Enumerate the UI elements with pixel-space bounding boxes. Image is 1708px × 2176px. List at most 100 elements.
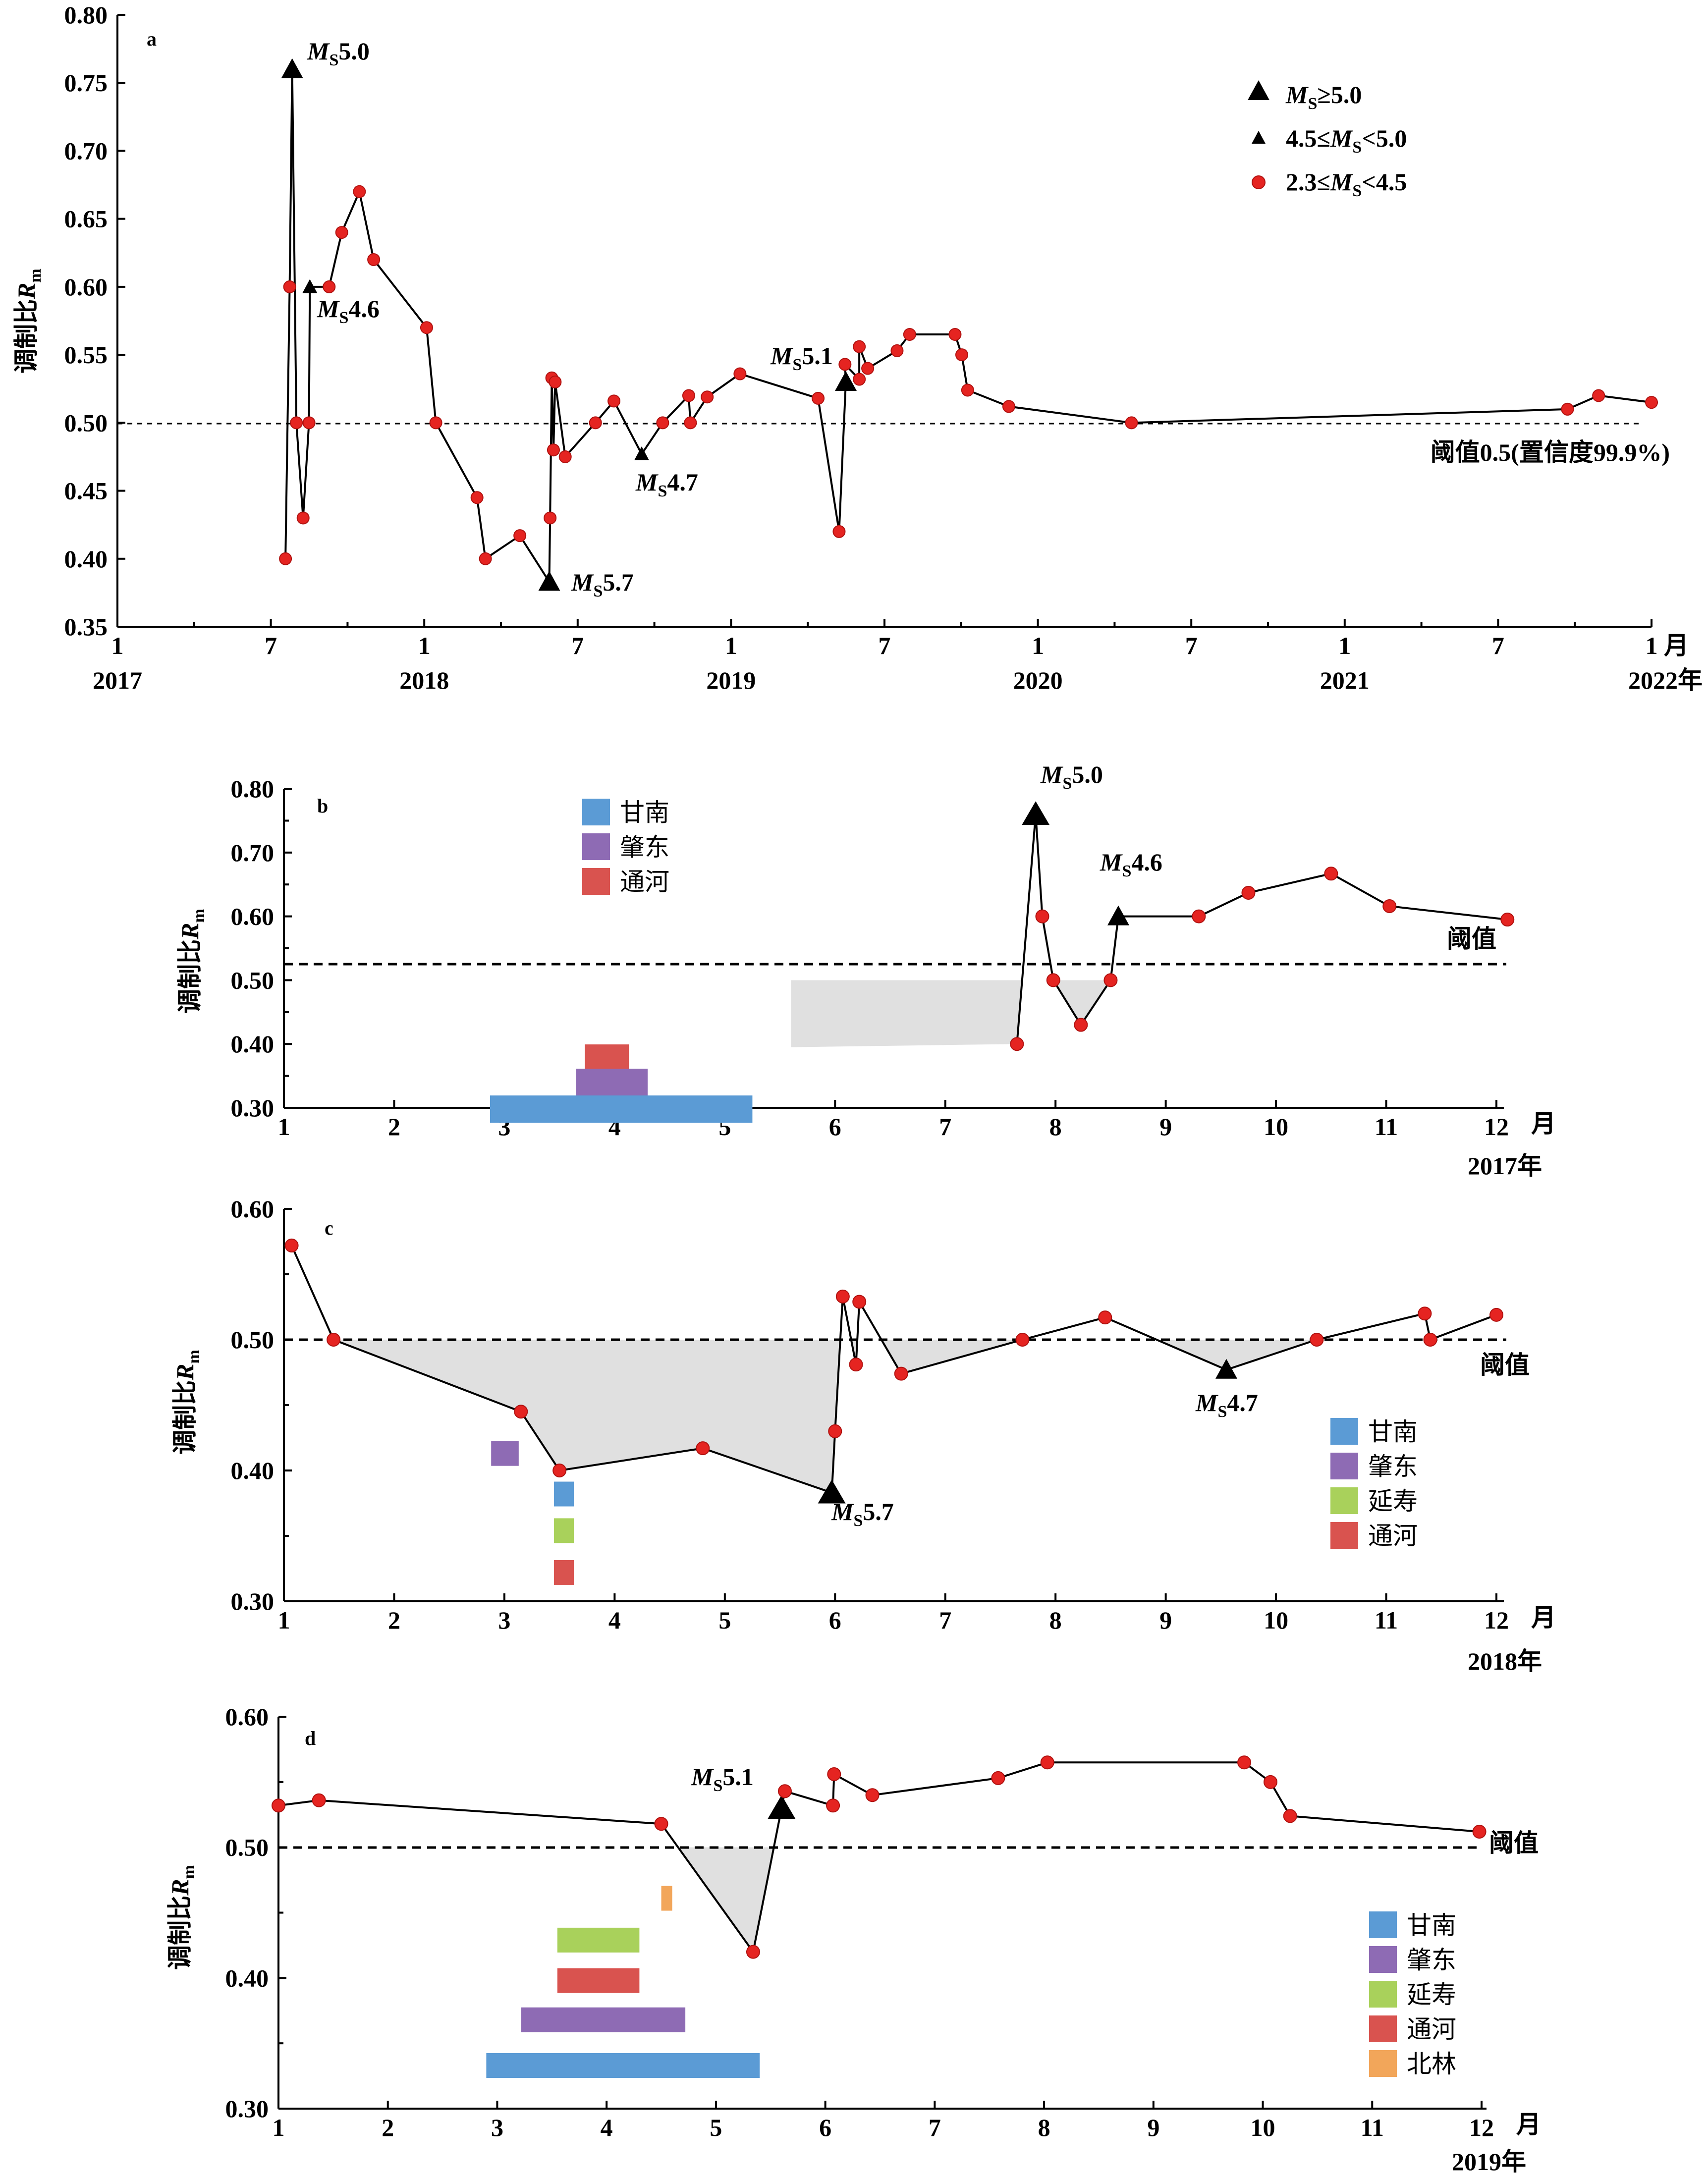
data-point: [1010, 1037, 1024, 1051]
ytick-label: 0.60: [231, 903, 275, 930]
panel-c-series-line: [290, 1245, 1497, 1494]
data-point: [961, 383, 974, 397]
legend-swatch: [1369, 1911, 1397, 1938]
data-point: [835, 1289, 850, 1304]
data-point: [682, 389, 695, 402]
data-point: [589, 416, 602, 430]
ytick-label: 0.50: [225, 1834, 269, 1861]
legend-swatch: [582, 868, 610, 895]
data-point: [853, 373, 866, 386]
xtick-label: 9: [1159, 1606, 1172, 1634]
svg-text:调制比Rm: 调制比Rm: [171, 1350, 203, 1455]
data-point: [812, 391, 825, 405]
duration-bar-肇东: [521, 2007, 686, 2032]
legend-label: 肇东: [1407, 1946, 1456, 1974]
ytick-label: 0.80: [231, 775, 275, 803]
panel-d-month-unit: 月: [1516, 2111, 1541, 2138]
data-point: [991, 1771, 1005, 1785]
ytick-label: 0.30: [231, 1587, 275, 1615]
data-point: [852, 1295, 867, 1309]
xtick-label: 12: [1484, 1606, 1509, 1634]
duration-bar-肇东: [576, 1068, 648, 1096]
event-triangle: [538, 571, 560, 591]
panel-d-yticks: 0.30 0.40 0.50 0.60: [225, 1703, 286, 2122]
legend-swatch: [1330, 1453, 1358, 1479]
panel-a-event-ms47: MS4.7: [635, 468, 698, 500]
xtick-label: 1: [278, 1606, 290, 1634]
duration-bar-延寿: [557, 1927, 640, 1953]
xtick-label: 1: [278, 1113, 290, 1141]
data-point: [513, 529, 527, 543]
svg-text:调制比Rm: 调制比Rm: [176, 909, 208, 1014]
data-point: [894, 1366, 908, 1381]
data-point: [290, 416, 303, 430]
panel-a-event-ms46: MS4.6: [317, 295, 380, 327]
data-point: [335, 226, 348, 239]
panel-b-event-ms46: MS4.6: [1100, 848, 1162, 880]
panel-d-bars: [486, 1886, 760, 2078]
panel-a-yticks: 0.35 0.40 0.45 0.50 0.55 0.60 0.65 0.70 0.75 0.80: [64, 1, 125, 641]
event-triangle: [302, 279, 318, 293]
legend-swatch: [1330, 1522, 1358, 1549]
ytick-label: 0.40: [231, 1030, 275, 1058]
legend-red-dot: [1252, 175, 1266, 189]
ytick-label: 0.75: [64, 69, 108, 97]
svg-text:2.3≤MS<4.5: 2.3≤MS<4.5: [1286, 168, 1407, 200]
legend-label: 通河: [620, 868, 669, 896]
legend-swatch: [1369, 2050, 1397, 2077]
event-triangle: [1022, 801, 1050, 825]
xtick-year-label: 2020: [1013, 666, 1063, 694]
legend-swatch: [1369, 2015, 1397, 2042]
data-point: [479, 552, 492, 565]
legend-label: 通河: [1407, 2015, 1456, 2044]
legend-small-triangle: [1252, 131, 1266, 144]
panel-b-xticks: 1 2 3 4 5 6 7 8 9 10 11 12: [278, 1100, 1509, 1141]
data-point: [327, 1333, 341, 1347]
data-point: [1263, 1775, 1277, 1789]
xtick-month-label: 1: [418, 632, 431, 659]
legend-label: 肇东: [620, 833, 669, 862]
data-point: [955, 348, 968, 362]
data-point: [746, 1945, 760, 1959]
panel-b-year-label: 2017年: [1468, 1152, 1542, 1180]
legend-label: 肇东: [1368, 1452, 1418, 1481]
ytick-label: 0.70: [64, 137, 108, 164]
panel-c-points: [284, 1238, 1503, 1504]
ytick-label: 0.40: [231, 1457, 275, 1484]
xtick-month-label: 1: [1338, 632, 1351, 659]
event-triangle: [634, 446, 649, 461]
data-point: [1418, 1306, 1432, 1321]
data-point: [1310, 1333, 1324, 1347]
ytick-label: 0.35: [64, 613, 108, 641]
data-point: [470, 491, 484, 504]
panel-d-ylabel: 调制比Rm: [166, 1865, 198, 1970]
xtick-year-label: 2017: [93, 666, 142, 694]
legend-large-triangle: [1248, 80, 1269, 100]
panel-b-yticks: 0.30 0.40 0.50 0.60 0.70 0.80: [231, 775, 292, 1122]
xtick-label: 8: [1049, 1606, 1062, 1634]
data-point: [367, 253, 381, 266]
ytick-label: 0.50: [64, 409, 108, 436]
ytick-label: 0.50: [231, 1326, 275, 1354]
data-point: [701, 390, 714, 404]
event-triangle: [818, 1479, 846, 1504]
panel-c-bars: [491, 1441, 574, 1585]
xtick-label: 11: [1361, 2114, 1384, 2141]
ytick-label: 0.60: [225, 1703, 269, 1731]
xtick-label: 9: [1147, 2114, 1159, 2141]
data-point: [1283, 1809, 1297, 1823]
panel-d-series-line: [278, 1761, 1480, 1955]
xtick-label: 6: [829, 1606, 841, 1634]
svg-text:调制比Rm: 调制比Rm: [12, 269, 45, 374]
data-point: [838, 358, 852, 371]
panel-b-ylabel: 调制比Rm: [176, 909, 208, 1014]
data-point: [558, 450, 572, 463]
panel-c-yticks: 0.30 0.40 0.50 0.60: [231, 1195, 292, 1615]
data-point: [733, 367, 747, 381]
xtick-label: 12: [1469, 2114, 1494, 2141]
panel-c: 0.300.400.500.60 1 2 3 4 5 6 7 8 9 10 11 12 c 调制比Rm…: [171, 1195, 1556, 1675]
panel-b-points: [1010, 801, 1515, 1051]
below-threshold-shade: [678, 1847, 774, 1952]
data-point: [1592, 389, 1605, 402]
data-point: [1103, 973, 1118, 987]
